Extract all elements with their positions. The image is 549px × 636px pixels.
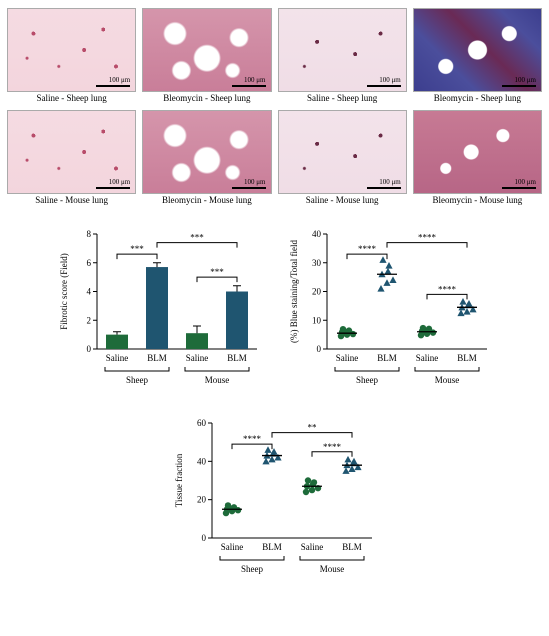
histology-image-saline-mouse-trichrome: 100 μm — [278, 110, 407, 194]
scalebar-bar — [367, 187, 401, 189]
scalebar-label: 100 μm — [109, 77, 130, 84]
scalebar-bar — [367, 85, 401, 87]
scalebar: 100 μm — [502, 179, 536, 189]
svg-text:***: *** — [190, 232, 204, 242]
histology-image-saline-mouse-he: 100 μm — [7, 110, 136, 194]
histology-cell: 100 μm Saline - Sheep lung — [279, 8, 406, 104]
svg-text:Sheep: Sheep — [241, 564, 263, 574]
histology-caption: Saline - Sheep lung — [37, 94, 107, 104]
scalebar-bar — [96, 85, 130, 87]
scalebar-label: 100 μm — [244, 77, 265, 84]
scalebar-bar — [502, 187, 536, 189]
svg-text:BLM: BLM — [262, 542, 282, 552]
histology-cell: 100 μm Saline - Mouse lung — [279, 110, 406, 206]
scalebar: 100 μm — [96, 179, 130, 189]
histology-image-bleomycin-mouse-trichrome: 100 μm — [413, 110, 542, 194]
svg-text:40: 40 — [197, 456, 207, 466]
chart-tissue-fraction: 0 20 40 60 Tissue fraction Saline BLM Saline BLM… — [170, 409, 380, 584]
svg-text:0: 0 — [86, 344, 91, 354]
svg-text:Sheep: Sheep — [126, 375, 148, 385]
svg-text:Saline: Saline — [300, 542, 323, 552]
histology-caption: Saline - Mouse lung — [306, 196, 379, 206]
scalebar-bar — [96, 187, 130, 189]
svg-text:8: 8 — [86, 229, 91, 239]
svg-text:0: 0 — [316, 344, 321, 354]
svg-text:30: 30 — [312, 258, 322, 268]
svg-text:BLM: BLM — [377, 353, 397, 363]
histology-image-saline-sheep-he: 100 μm — [7, 8, 136, 92]
scalebar: 100 μm — [502, 77, 536, 87]
chart-blue-staining: 0 10 20 30 40 (%) Blue staining/Total field Sa… — [285, 220, 495, 395]
svg-text:**: ** — [307, 422, 317, 432]
svg-text:BLM: BLM — [227, 353, 247, 363]
svg-text:Saline: Saline — [185, 353, 208, 363]
svg-text:BLM: BLM — [457, 353, 477, 363]
chart-fibrotic-score: 0 2 4 6 8 Fibrotic score (Field) Saline BLM Sali… — [55, 220, 265, 395]
svg-text:6: 6 — [86, 258, 91, 268]
charts-row-2: 0 20 40 60 Tissue fraction Saline BLM Saline BLM… — [8, 409, 541, 584]
svg-text:20: 20 — [197, 494, 207, 504]
histology-caption: Bleomycin - Sheep lung — [434, 94, 521, 104]
svg-text:0: 0 — [201, 533, 206, 543]
scalebar: 100 μm — [232, 179, 266, 189]
svg-text:****: **** — [323, 442, 342, 452]
histology-caption: Saline - Sheep lung — [307, 94, 377, 104]
histology-cell: 100 μm Saline - Mouse lung — [8, 110, 135, 206]
histology-caption: Saline - Mouse lung — [35, 196, 108, 206]
scalebar-label: 100 μm — [379, 77, 400, 84]
histology-image-saline-sheep-trichrome: 100 μm — [278, 8, 407, 92]
svg-text:****: **** — [243, 434, 262, 444]
scalebar: 100 μm — [367, 77, 401, 87]
scalebar: 100 μm — [367, 179, 401, 189]
svg-text:****: **** — [358, 244, 377, 254]
svg-text:20: 20 — [312, 286, 322, 296]
histology-cell: 100 μm Bleomycin - Sheep lung — [143, 8, 270, 104]
histology-caption: Bleomycin - Mouse lung — [162, 196, 252, 206]
scalebar-label: 100 μm — [244, 179, 265, 186]
svg-text:40: 40 — [312, 229, 322, 239]
svg-text:4: 4 — [86, 286, 91, 296]
svg-text:****: **** — [418, 232, 437, 242]
histology-caption: Bleomycin - Mouse lung — [433, 196, 523, 206]
scalebar-label: 100 μm — [515, 179, 536, 186]
scalebar-label: 100 μm — [379, 179, 400, 186]
svg-text:Mouse: Mouse — [319, 564, 344, 574]
scalebar-bar — [232, 187, 266, 189]
charts-row-1: 0 2 4 6 8 Fibrotic score (Field) Saline BLM Sali… — [8, 220, 541, 395]
svg-text:60: 60 — [197, 418, 207, 428]
histology-cell: 100 μm Bleomycin - Mouse lung — [143, 110, 270, 206]
histology-image-bleomycin-sheep-trichrome: 100 μm — [413, 8, 542, 92]
svg-text:***: *** — [210, 267, 224, 277]
svg-text:***: *** — [130, 244, 144, 254]
svg-text:Sheep: Sheep — [356, 375, 378, 385]
svg-text:Tissue fraction: Tissue fraction — [174, 453, 184, 507]
scalebar-label: 100 μm — [109, 179, 130, 186]
svg-text:Mouse: Mouse — [434, 375, 459, 385]
svg-text:Saline: Saline — [220, 542, 243, 552]
svg-text:Saline: Saline — [415, 353, 438, 363]
svg-text:BLM: BLM — [342, 542, 362, 552]
histology-cell: 100 μm Bleomycin - Mouse lung — [414, 110, 541, 206]
scalebar-label: 100 μm — [515, 77, 536, 84]
svg-text:Saline: Saline — [105, 353, 128, 363]
histology-image-bleomycin-mouse-he: 100 μm — [142, 110, 271, 194]
scalebar: 100 μm — [96, 77, 130, 87]
svg-text:BLM: BLM — [147, 353, 167, 363]
svg-text:Mouse: Mouse — [204, 375, 229, 385]
histology-grid: 100 μm Saline - Sheep lung 100 μm Bleomy… — [8, 8, 541, 206]
svg-text:Fibrotic score (Field): Fibrotic score (Field) — [59, 253, 69, 329]
svg-text:2: 2 — [86, 315, 91, 325]
histology-cell: 100 μm Saline - Sheep lung — [8, 8, 135, 104]
scalebar-bar — [502, 85, 536, 87]
svg-text:Saline: Saline — [335, 353, 358, 363]
histology-cell: 100 μm Bleomycin - Sheep lung — [414, 8, 541, 104]
scalebar-bar — [232, 85, 266, 87]
svg-text:****: **** — [438, 284, 457, 294]
svg-text:(%) Blue staining/Total field: (%) Blue staining/Total field — [289, 239, 299, 343]
histology-image-bleomycin-sheep-he: 100 μm — [142, 8, 271, 92]
svg-text:10: 10 — [312, 315, 322, 325]
scalebar: 100 μm — [232, 77, 266, 87]
histology-caption: Bleomycin - Sheep lung — [163, 94, 250, 104]
